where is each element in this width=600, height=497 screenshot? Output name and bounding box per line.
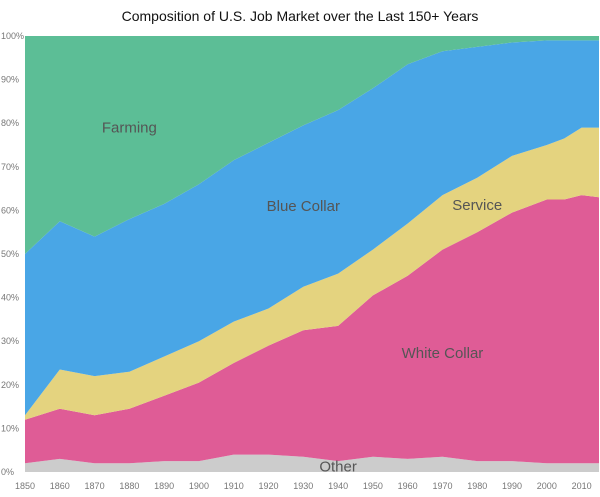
y-tick-label: 10% — [1, 423, 19, 433]
area-label-farming: Farming — [102, 120, 157, 137]
chart-title: Composition of U.S. Job Market over the … — [121, 8, 479, 24]
x-tick-label: 1910 — [224, 481, 244, 491]
y-tick-label: 0% — [1, 467, 14, 477]
y-tick-label: 40% — [1, 293, 19, 303]
area-service — [25, 127, 599, 420]
x-tick-label: 1880 — [119, 481, 139, 491]
x-tick-label: 1940 — [328, 481, 348, 491]
x-tick-label: 1980 — [467, 481, 487, 491]
y-tick-label: 80% — [1, 118, 19, 128]
x-tick-label: 1850 — [15, 481, 35, 491]
area-farming — [25, 36, 599, 254]
x-tick-label: 1900 — [189, 481, 209, 491]
x-tick-label: 1930 — [293, 481, 313, 491]
x-tick-label: 1960 — [398, 481, 418, 491]
y-tick-label: 50% — [1, 249, 19, 259]
area-blue-collar — [25, 40, 599, 416]
area-white-collar — [25, 195, 599, 464]
x-tick-label: 1950 — [363, 481, 383, 491]
x-tick-label: 2000 — [537, 481, 557, 491]
x-tick-label: 1990 — [502, 481, 522, 491]
y-tick-label: 60% — [1, 205, 19, 215]
area-labels: Other White Collar Service Blue Collar Farmi… — [102, 120, 502, 476]
x-axis-tick-labels: 1850 1860 1870 1880 1890 1900 1910 1920 1930 1940… — [15, 481, 592, 491]
area-label-blue-collar: Blue Collar — [267, 198, 340, 215]
y-tick-label: 70% — [1, 162, 19, 172]
y-tick-label: 20% — [1, 380, 19, 390]
area-layers — [25, 36, 599, 472]
y-tick-label: 30% — [1, 336, 19, 346]
y-tick-label: 100% — [1, 31, 24, 41]
y-tick-label: 90% — [1, 75, 19, 85]
area-other — [25, 454, 599, 472]
area-label-other: Other — [319, 459, 357, 476]
area-label-white-collar: White Collar — [402, 345, 484, 362]
x-tick-label: 2010 — [572, 481, 592, 491]
x-tick-label: 1920 — [258, 481, 278, 491]
area-label-service: Service — [452, 197, 502, 214]
x-tick-label: 1870 — [85, 481, 105, 491]
x-tick-label: 1890 — [154, 481, 174, 491]
x-tick-label: 1970 — [432, 481, 452, 491]
y-axis-tick-labels: 0% 10% 20% 30% 40% 50% 60% 70% 80% 90% 100% — [1, 31, 24, 477]
x-tick-label: 1860 — [50, 481, 70, 491]
